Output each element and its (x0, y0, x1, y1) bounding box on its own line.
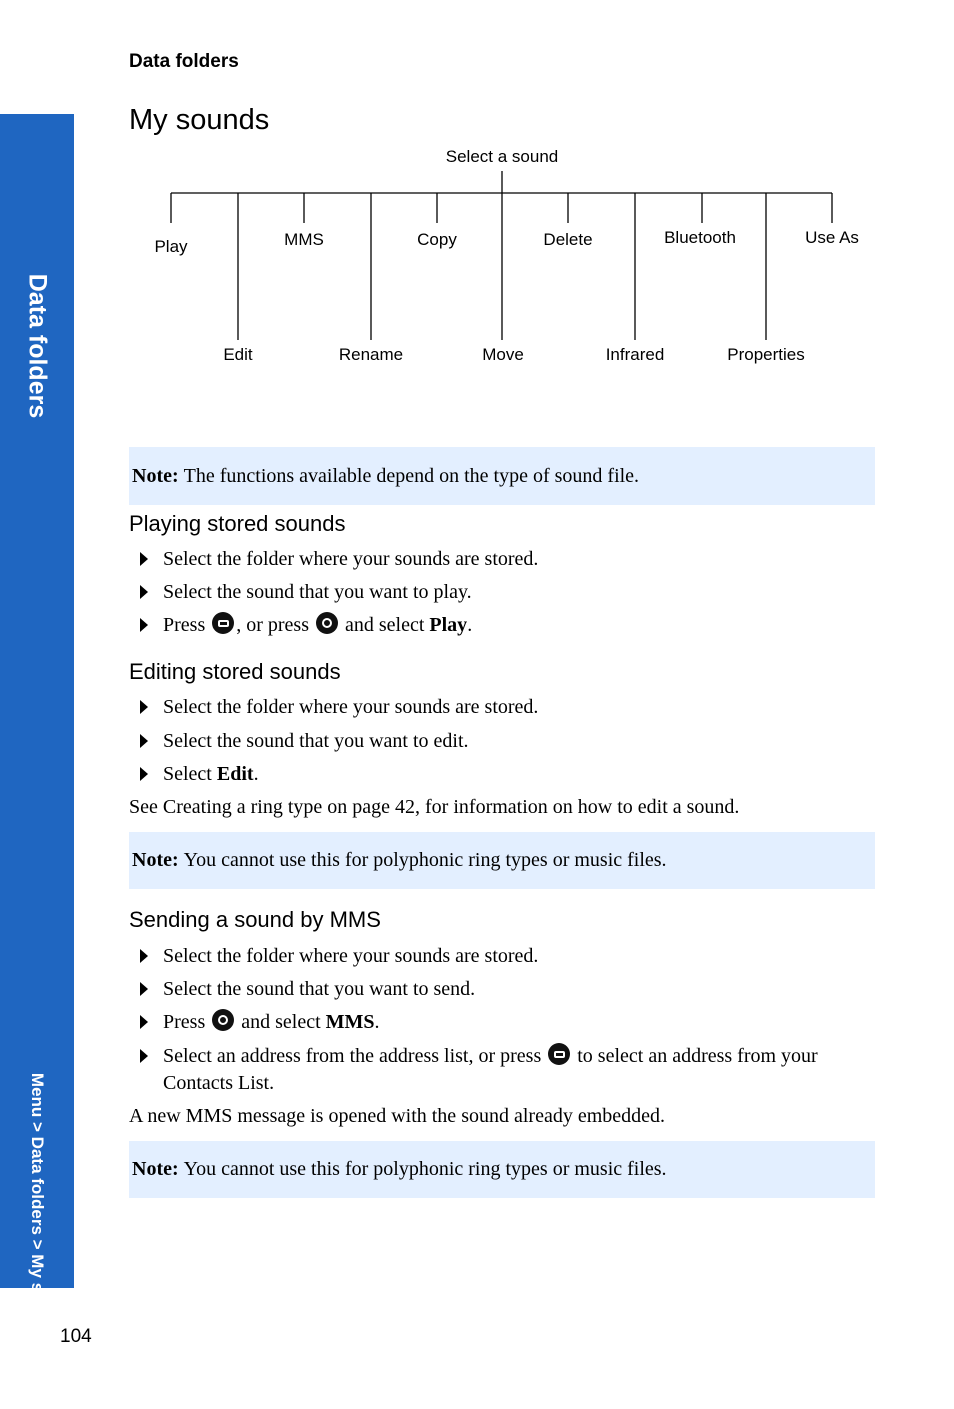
list-item: Select the folder where your sounds are … (140, 546, 538, 573)
body-paragraph: See Creating a ring type on page 42, for… (129, 796, 740, 818)
body-paragraph: A new MMS message is opened with the sou… (129, 1105, 666, 1127)
note-box: Note: You cannot use this for polyphonic… (129, 832, 875, 889)
list-item: Press , or press and select Play. (140, 612, 472, 639)
note-label: Note: (132, 1158, 179, 1180)
page-title: My sounds (129, 104, 270, 136)
tree-item-play: Play (154, 237, 188, 256)
note-box: Note: The functions available depend on … (129, 447, 875, 505)
tree-item-delete: Delete (543, 230, 592, 249)
bullet-arrow-icon (140, 734, 148, 748)
list-item: Select an address from the address list,… (140, 1043, 818, 1097)
list-item: Press and select MMS. (140, 1009, 380, 1036)
soft-key-icon (548, 1043, 571, 1065)
bullet-arrow-icon (140, 618, 148, 632)
bullet-arrow-icon (140, 552, 148, 566)
note-text: The functions available depend on the ty… (183, 464, 640, 487)
page-number: 104 (60, 1326, 92, 1347)
tree-item-copy: Copy (417, 230, 457, 249)
note-text: You cannot use this for polyphonic ring … (183, 849, 667, 871)
bullet-arrow-icon (140, 982, 148, 996)
bullet-arrow-icon (140, 767, 148, 781)
list-item: Select Edit. (140, 761, 259, 788)
tree-item-move: Move (482, 345, 524, 364)
menu-tree-diagram: Select a sound Play MMS Copy Delete Blue… (154, 147, 859, 364)
bullet-arrow-icon (140, 1015, 148, 1029)
note-box: Note: You cannot use this for polyphonic… (129, 1141, 875, 1198)
list-item: Select the folder where your sounds are … (140, 694, 538, 721)
bullet-arrow-icon (140, 949, 148, 963)
list-item: Select the sound that you want to edit. (140, 728, 469, 755)
soft-key-icon (212, 612, 235, 634)
tree-root: Select a sound (446, 147, 558, 166)
tree-item-bluetooth: Bluetooth (664, 228, 736, 247)
section-heading-sending: Sending a sound by MMS (129, 907, 381, 932)
tree-item-properties: Properties (727, 345, 804, 364)
note-text: You cannot use this for polyphonic ring … (183, 1158, 667, 1180)
sidebar-tab: Data folders Menu > Data folders > My so… (0, 114, 74, 1343)
list-item: Select the folder where your sounds are … (140, 943, 538, 970)
list-item: Select the sound that you want to send. (140, 976, 475, 1003)
section-heading-editing: Editing stored sounds (129, 659, 341, 684)
list-item: Select the sound that you want to play. (140, 579, 472, 606)
note-label: Note: (132, 464, 179, 487)
note-label: Note: (132, 849, 179, 871)
tree-item-infrared: Infrared (606, 345, 665, 364)
navigation-key-icon (212, 1009, 235, 1031)
navigation-key-icon (316, 612, 338, 634)
tree-item-use-as: Use As (805, 228, 859, 247)
section-heading-playing: Playing stored sounds (129, 511, 346, 536)
bullet-arrow-icon (140, 1049, 148, 1063)
bullet-arrow-icon (140, 700, 148, 714)
tree-item-edit: Edit (223, 345, 253, 364)
tree-item-mms: MMS (284, 230, 324, 249)
tree-item-rename: Rename (339, 345, 403, 364)
bullet-arrow-icon (140, 585, 148, 599)
sidebar-breadcrumb: Menu > Data folders > My sounds (28, 1072, 47, 1344)
running-header: Data folders (129, 51, 239, 72)
